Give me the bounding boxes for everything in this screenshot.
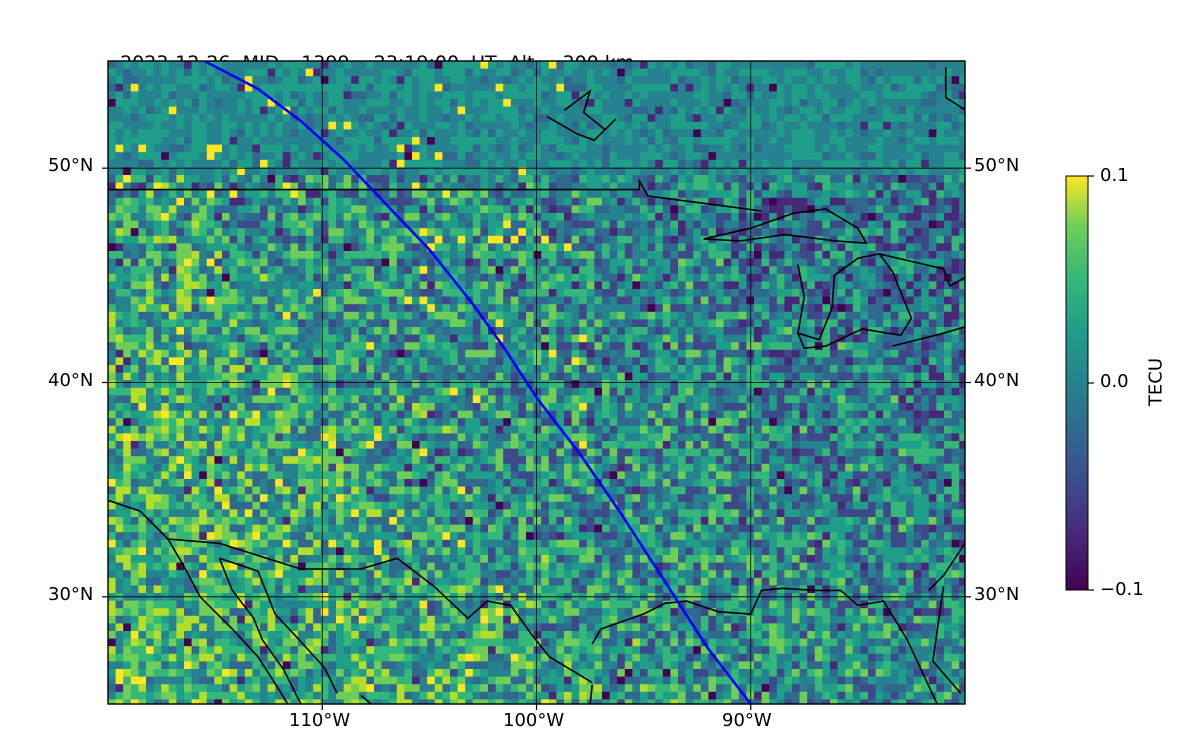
lat-label-right-50: 50°N bbox=[974, 155, 1020, 176]
coastline-1 bbox=[703, 208, 868, 245]
satellite-track bbox=[203, 61, 752, 704]
tec-heatmap bbox=[108, 61, 965, 704]
lon-label-110w: 110°W bbox=[289, 710, 351, 731]
coastline-4 bbox=[892, 325, 965, 347]
coastline-15 bbox=[360, 694, 373, 704]
coastline-14 bbox=[219, 557, 338, 694]
lat-label-left-50: 50°N bbox=[48, 155, 94, 176]
colorbar-tick-max: 0.1 bbox=[1100, 165, 1129, 186]
coastline-5 bbox=[546, 88, 617, 142]
coastline-10 bbox=[108, 499, 593, 684]
lon-ticks bbox=[321, 704, 752, 710]
coastline-11 bbox=[589, 684, 593, 704]
lat-label-right-30: 30°N bbox=[974, 584, 1020, 605]
coastline-7 bbox=[591, 587, 938, 704]
lat-label-left-30: 30°N bbox=[48, 584, 94, 605]
coastline-0 bbox=[108, 177, 762, 212]
lat-ticks bbox=[102, 167, 971, 598]
graticule bbox=[108, 61, 965, 704]
coastline-9 bbox=[928, 542, 965, 591]
coastline-8 bbox=[932, 585, 962, 694]
lon-label-100w: 100°W bbox=[503, 710, 565, 731]
coastlines bbox=[108, 67, 965, 704]
lat-label-right-40: 40°N bbox=[974, 370, 1020, 391]
colorbar-ticks bbox=[1088, 175, 1094, 591]
lon-label-90w: 90°W bbox=[722, 710, 772, 731]
colorbar-title: TECU bbox=[1145, 357, 1167, 407]
coastline-13 bbox=[218, 558, 302, 704]
satellite-track-line bbox=[203, 61, 752, 704]
lat-label-left-40: 40°N bbox=[48, 370, 94, 391]
coastline-3 bbox=[879, 253, 965, 288]
coastline-12 bbox=[167, 538, 289, 704]
colorbar-tick-min: −0.1 bbox=[1100, 579, 1144, 600]
colorbar-tick-zero: 0.0 bbox=[1100, 371, 1129, 392]
colorbar bbox=[1065, 175, 1089, 591]
coastline-6 bbox=[944, 67, 965, 126]
